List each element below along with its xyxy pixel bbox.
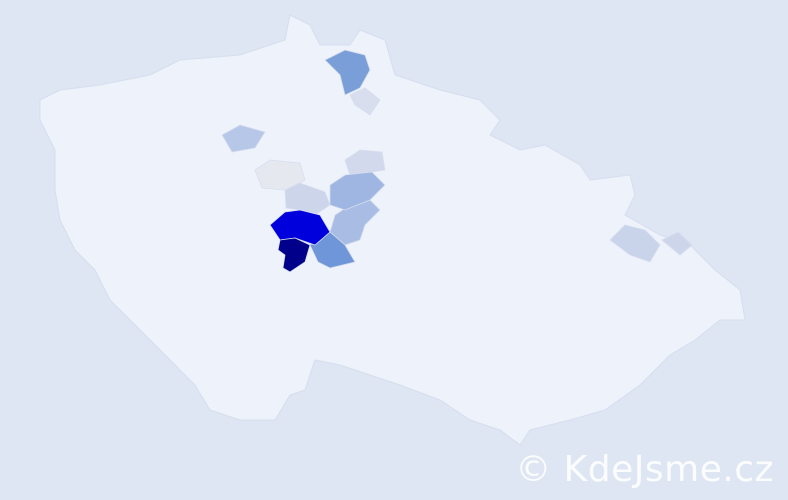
- district-region[interactable]: [254, 159, 306, 191]
- district-region[interactable]: [284, 182, 331, 216]
- district-region[interactable]: [329, 171, 386, 211]
- country-outline: [39, 14, 746, 446]
- district-region[interactable]: [349, 87, 381, 116]
- district-region[interactable]: [609, 224, 661, 263]
- watermark: © KdeJsme.cz: [515, 449, 774, 490]
- district-region[interactable]: [277, 237, 311, 273]
- district-region[interactable]: [221, 124, 266, 153]
- district-region[interactable]: [661, 231, 693, 256]
- district-region[interactable]: [324, 49, 371, 96]
